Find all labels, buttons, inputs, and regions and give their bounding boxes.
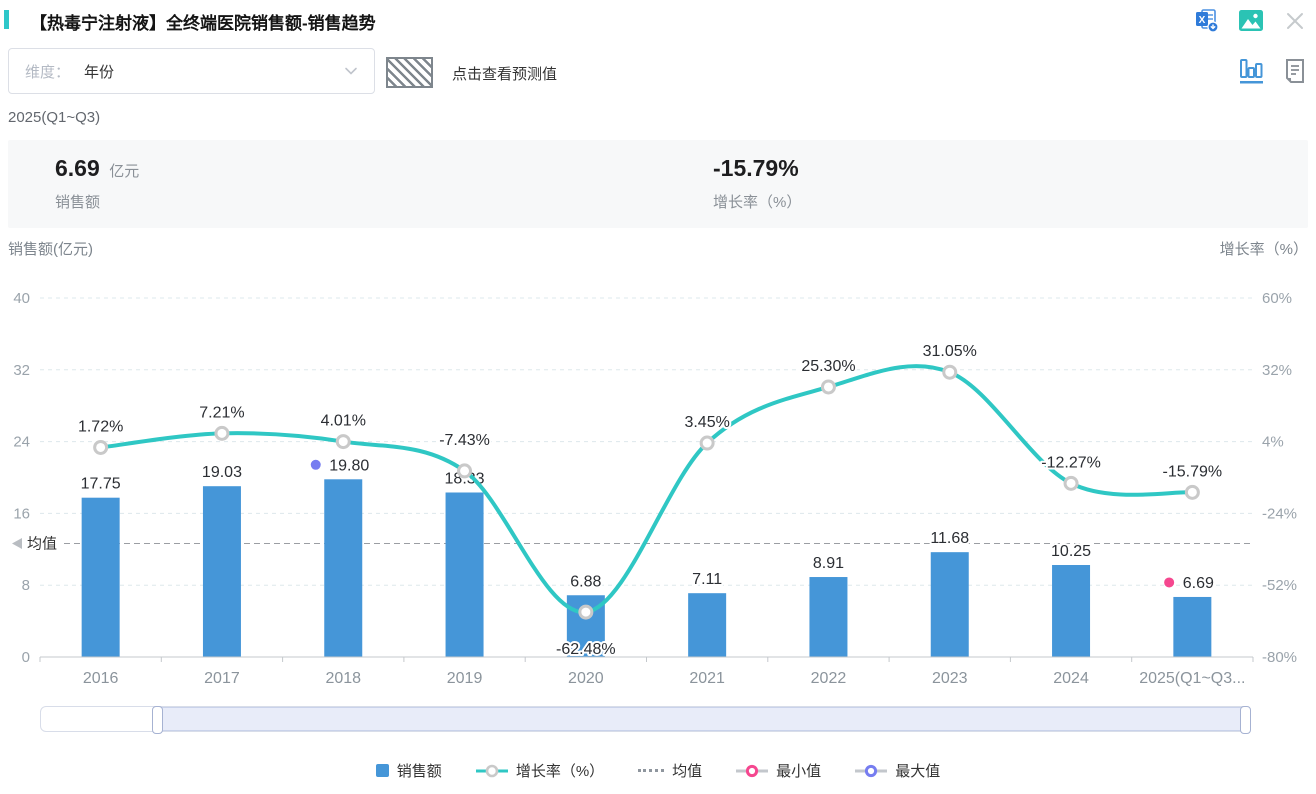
svg-text:19.03: 19.03 [202,464,242,481]
svg-text:2019: 2019 [447,670,483,687]
svg-text:7.11: 7.11 [692,571,722,588]
svg-text:4%: 4% [1262,434,1284,451]
svg-text:10.25: 10.25 [1051,543,1091,560]
svg-text:-12.27%: -12.27% [1041,454,1101,471]
datazoom-track[interactable] [40,706,1251,734]
svg-text:增长率（%）: 增长率（%） [1220,241,1308,258]
svg-text:2020: 2020 [568,670,604,687]
legend-item-growth[interactable]: 增长率（%） [475,760,605,781]
page-title: 【热毒宁注射液】全终端医院销售额-销售趋势 [30,14,376,33]
summary-panel: 6.69 亿元 销售额 -15.79% 增长率（%） [8,140,1308,228]
legend-item-max[interactable]: 最大值 [855,760,940,781]
close-icon[interactable] [1282,8,1308,34]
svg-text:25.30%: 25.30% [801,358,855,375]
excel-export-icon[interactable]: X [1194,8,1220,34]
svg-text:-7.43%: -7.43% [439,432,490,449]
svg-text:16: 16 [13,505,30,522]
min-marker-swatch-icon [736,764,769,777]
growth-line-swatch-icon [475,764,508,777]
svg-text:-80%: -80% [1262,649,1297,666]
svg-text:销售额(亿元): 销售额(亿元) [8,241,93,258]
svg-text:2023: 2023 [932,670,968,687]
svg-text:4.01%: 4.01% [321,413,366,430]
svg-text:7.21%: 7.21% [199,404,244,421]
svg-text:8: 8 [22,577,30,594]
mean-line-swatch-icon [638,769,665,772]
datazoom-handle-left[interactable] [152,706,163,734]
datazoom-handle-right[interactable] [1240,706,1251,734]
svg-text:1.72%: 1.72% [78,418,123,435]
max-marker-swatch-icon [855,764,888,777]
dimension-value: 年份 [84,63,115,81]
chart-legend: 销售额 增长率（%） 均值 最小值 最大值 [0,760,1316,781]
svg-text:X: X [1199,15,1206,26]
svg-text:均值: 均值 [27,536,57,553]
image-export-icon[interactable] [1238,8,1264,34]
svg-text:40: 40 [13,290,30,307]
chart-view-icon[interactable] [1238,58,1264,84]
svg-text:2021: 2021 [689,670,725,687]
title-accent-bar [4,10,9,29]
legend-item-mean[interactable]: 均值 [638,760,702,781]
period-label: 2025(Q1~Q3) [8,109,101,126]
legend-label: 均值 [672,763,703,780]
sales-stat-value: 6.69 [55,155,100,181]
legend-label: 增长率（%） [515,763,605,780]
svg-text:32: 32 [13,362,30,379]
chevron-down-icon [345,67,357,75]
sales-swatch-icon [375,764,389,777]
view-toggle-group [1238,58,1308,84]
svg-text:-15.79%: -15.79% [1163,463,1223,480]
legend-label: 最大值 [895,763,941,780]
legend-item-min[interactable]: 最小值 [736,760,821,781]
svg-text:2024: 2024 [1053,670,1089,687]
svg-text:31.05%: 31.05% [923,343,977,360]
dimension-label: 维度： [25,63,71,81]
svg-text:6.69: 6.69 [1183,575,1214,592]
svg-text:2016: 2016 [83,670,119,687]
svg-text:2018: 2018 [325,670,361,687]
svg-text:11.68: 11.68 [930,530,969,547]
growth-stat-caption: 增长率（%） [713,194,802,211]
growth-stat-value: -15.79% [713,155,799,181]
svg-text:0: 0 [22,649,30,666]
svg-text:17.75: 17.75 [81,476,121,493]
svg-text:19.80: 19.80 [329,457,369,474]
trend-chart[interactable]: 销售额(亿元) 增长率（%） 40 60% 32 32% 24 4% 16 -24% 8 -52% 0 -… [0,240,1316,700]
svg-text:2017: 2017 [204,670,240,687]
forecast-hatch-swatch[interactable] [386,57,433,88]
dimension-select[interactable]: 维度： 年份 [8,48,375,94]
growth-stat: -15.79% 增长率（%） [713,155,801,212]
svg-text:60%: 60% [1262,290,1292,307]
svg-text:18.33: 18.33 [445,470,485,487]
legend-label: 最小值 [776,763,822,780]
svg-text:-24%: -24% [1262,505,1297,522]
svg-text:2022: 2022 [811,670,847,687]
svg-text:3.45%: 3.45% [684,414,729,431]
svg-text:32%: 32% [1262,362,1292,379]
svg-text:-52%: -52% [1262,577,1297,594]
sales-stat: 6.69 亿元 销售额 [55,155,139,212]
legend-item-sales[interactable]: 销售额 [375,760,442,781]
datazoom-selection[interactable] [156,707,1245,731]
sales-stat-caption: 销售额 [55,194,101,211]
sales-stat-unit: 亿元 [109,163,140,180]
svg-text:-62.48%: -62.48% [556,641,616,658]
header-actions: X [1194,8,1308,34]
forecast-hint-label[interactable]: 点击查看预测值 [452,66,558,83]
legend-label: 销售额 [396,763,442,780]
svg-text:8.91: 8.91 [813,555,844,572]
svg-text:2025(Q1~Q3...: 2025(Q1~Q3... [1139,670,1245,687]
svg-text:6.88: 6.88 [570,573,601,590]
report-view-icon[interactable] [1282,58,1308,84]
svg-text:24: 24 [13,434,30,451]
